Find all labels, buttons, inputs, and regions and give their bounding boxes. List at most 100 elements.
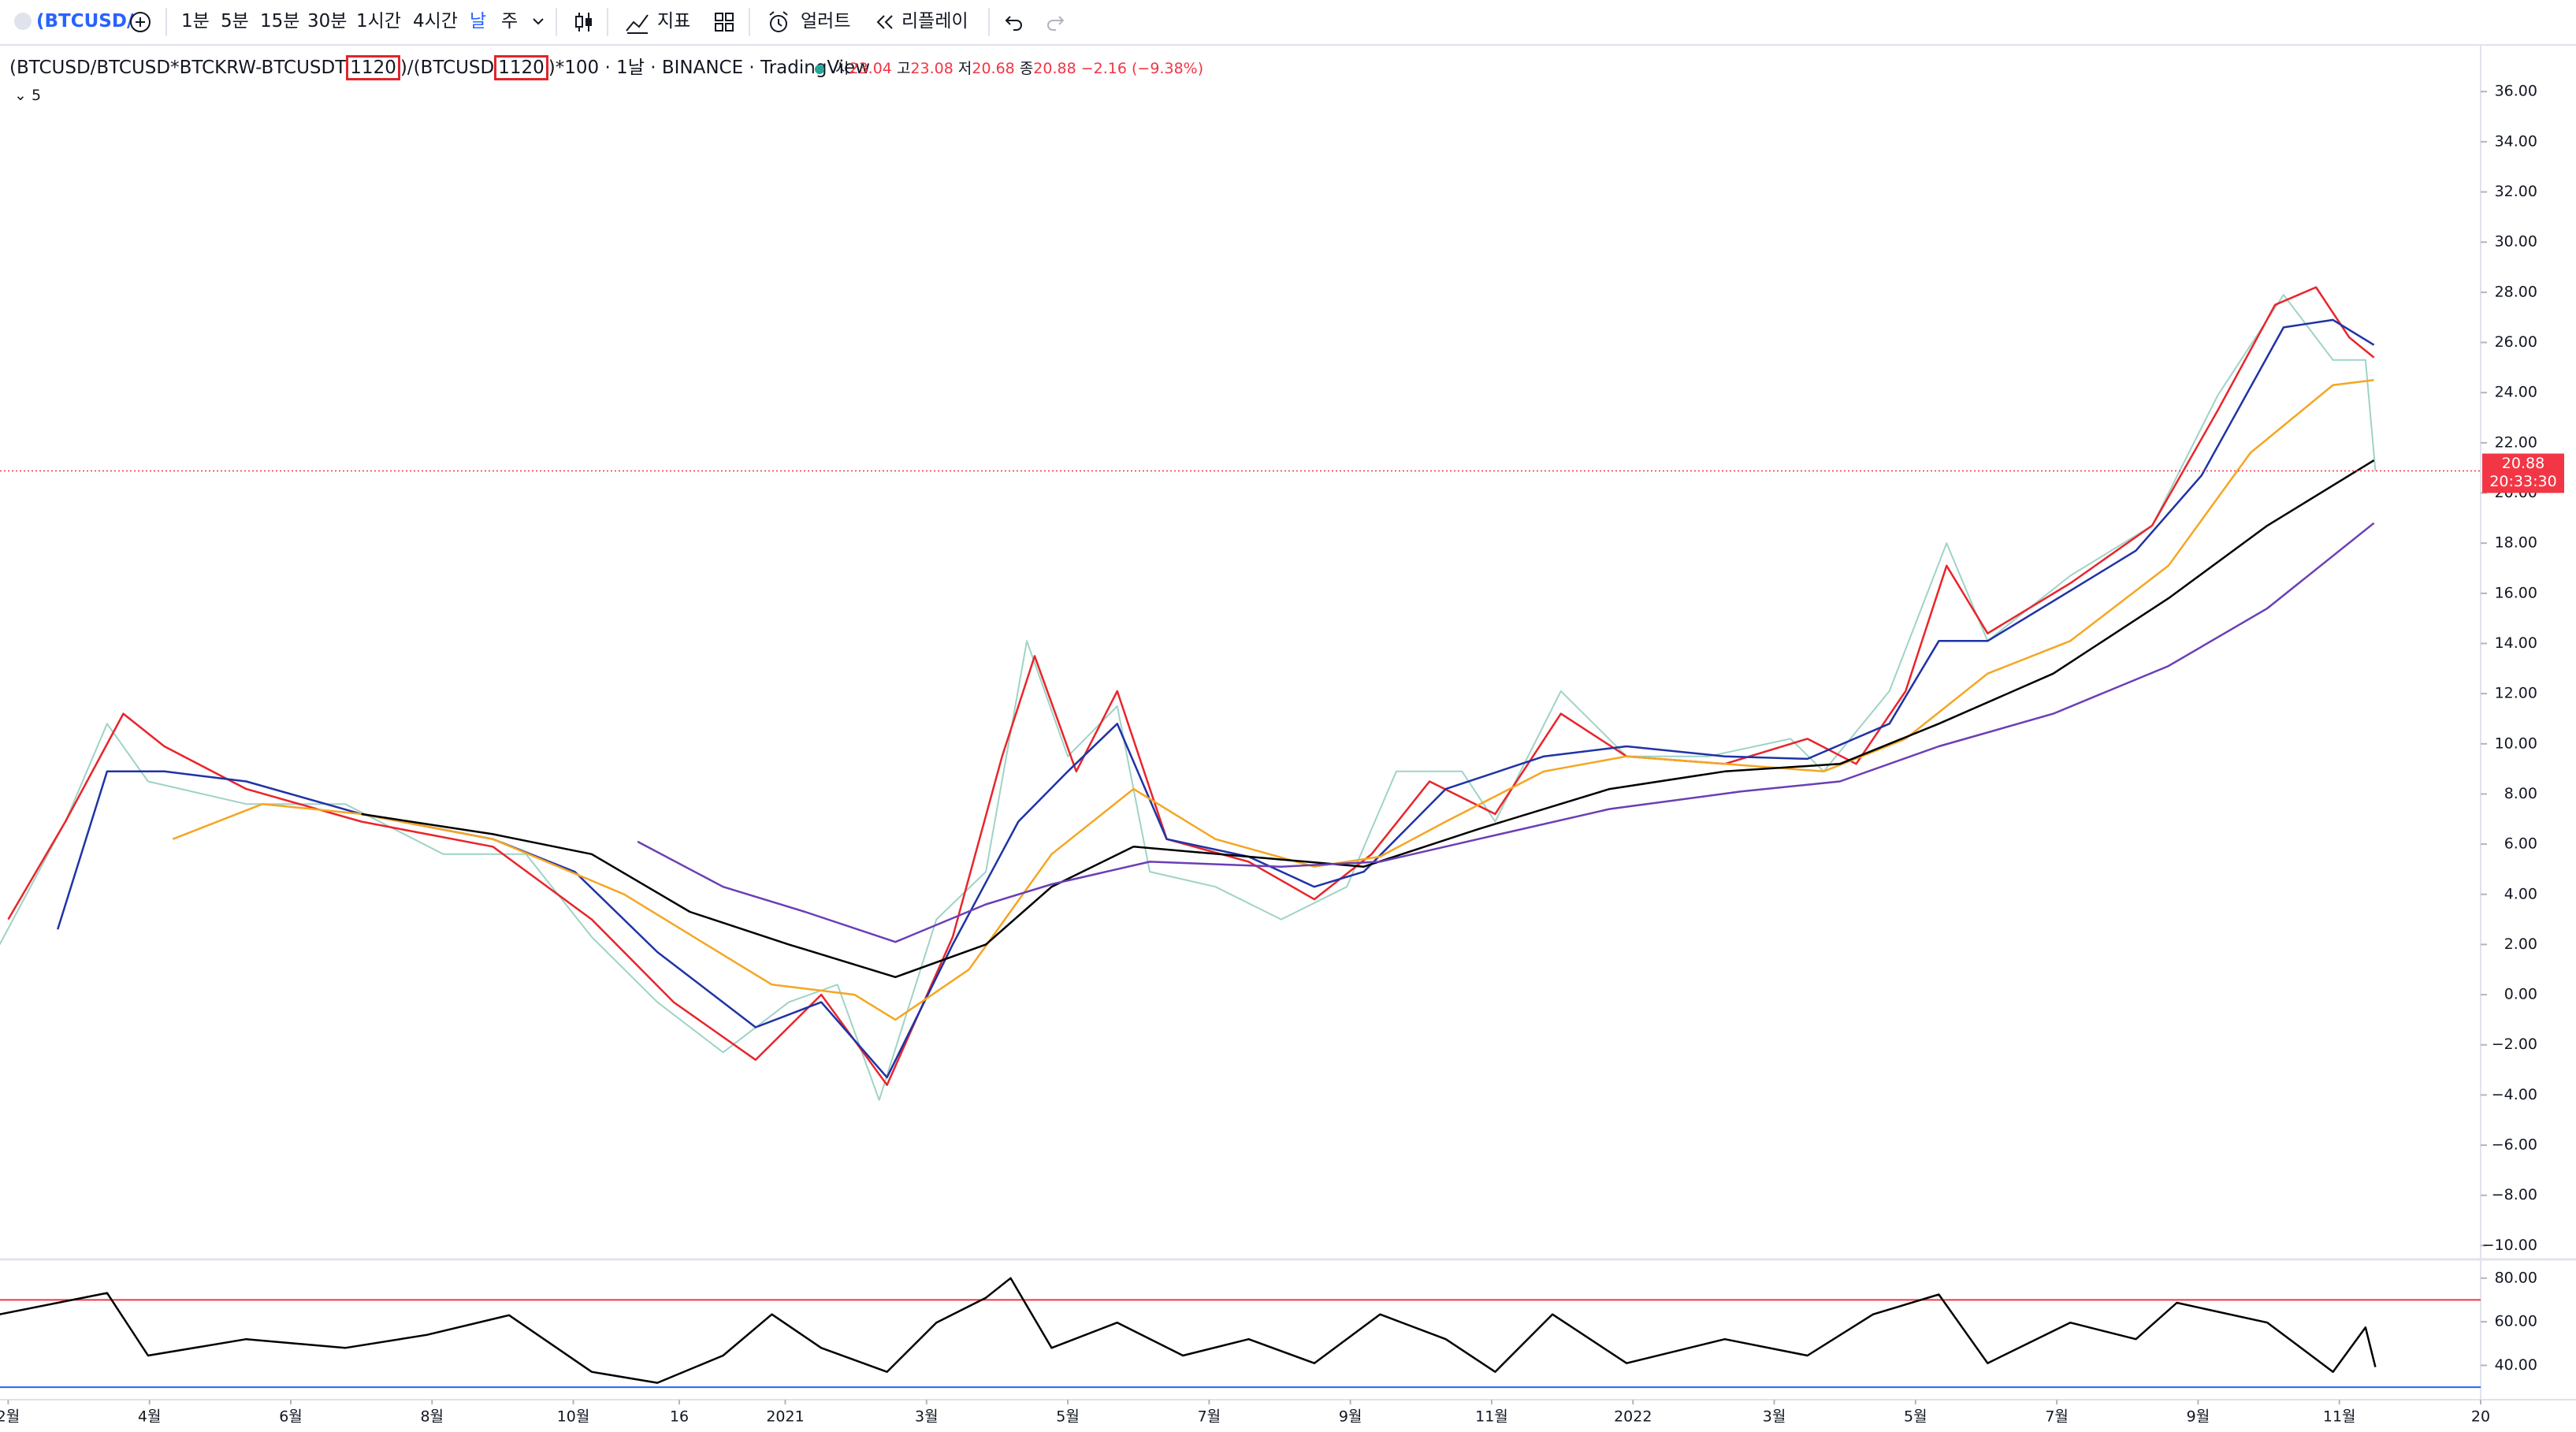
y-tick-label: 34.00 xyxy=(2495,132,2537,150)
legend-highlight: 1120 xyxy=(346,55,400,80)
y-tick-label: 36.00 xyxy=(2495,83,2537,100)
open-label: 시 xyxy=(835,60,849,77)
x-tick-label: 7월 xyxy=(2045,1408,2069,1426)
y-tick-label: −10.00 xyxy=(2482,1237,2537,1254)
y-tick-label: 32.00 xyxy=(2495,183,2537,200)
chart-style[interactable] xyxy=(572,9,596,35)
y-tick-label: 22.00 xyxy=(2495,433,2537,451)
x-tick-label: 16 xyxy=(670,1408,689,1426)
y-tick-label: 30.00 xyxy=(2495,233,2537,251)
separator xyxy=(749,8,750,36)
y-tick-label: 12.00 xyxy=(2495,685,2537,702)
y-tick-label: 60.00 xyxy=(2495,1313,2537,1330)
x-tick-label: 2021 xyxy=(766,1408,804,1426)
symbol[interactable]: (BTCUSD/ xyxy=(36,11,134,32)
y-tick-label: −6.00 xyxy=(2492,1136,2537,1154)
separator xyxy=(556,8,557,36)
interval-menu[interactable] xyxy=(530,9,547,33)
separator xyxy=(988,8,990,36)
y-tick-label: 26.00 xyxy=(2495,333,2537,351)
x-tick-label: 11월 xyxy=(1475,1408,1508,1426)
interval[interactable]: 15분 xyxy=(260,11,300,32)
series-line xyxy=(172,379,2374,1021)
low-label: 저 xyxy=(957,60,972,77)
x-tick-label: 4월 xyxy=(138,1408,162,1426)
interval[interactable]: 1시간 xyxy=(356,11,401,32)
x-tick-label: 11월 xyxy=(2323,1408,2356,1426)
high: 23.08 xyxy=(910,60,953,77)
y-tick-label: −8.00 xyxy=(2492,1186,2537,1203)
y-tick-label: −4.00 xyxy=(2492,1086,2537,1103)
layout-icon[interactable] xyxy=(712,9,736,35)
y-tick-label: 10.00 xyxy=(2495,735,2537,752)
y-tick-label: −2.00 xyxy=(2492,1036,2537,1053)
interval[interactable]: 날 xyxy=(470,11,487,32)
replay-icon[interactable] xyxy=(872,9,897,35)
close: 20.88 xyxy=(1033,60,1076,77)
series-line xyxy=(361,459,2375,979)
separator xyxy=(607,8,608,36)
alert[interactable]: 얼러트 xyxy=(801,11,851,32)
x-tick-label: 3월 xyxy=(1763,1408,1786,1426)
x-tick-label: 8월 xyxy=(420,1408,444,1426)
x-tick-label: 10월 xyxy=(557,1408,590,1426)
indicators-icon[interactable] xyxy=(624,9,651,35)
interval[interactable]: 5분 xyxy=(221,11,249,32)
separator xyxy=(165,8,167,36)
legend-text: (BTCUSD/BTCUSD*BTCKRW-BTCUSDT xyxy=(9,58,347,78)
x-tick-label: 9월 xyxy=(2187,1408,2210,1426)
high-label: 고 xyxy=(896,60,911,77)
y-tick-label: 40.00 xyxy=(2495,1356,2537,1374)
alert-icon[interactable] xyxy=(766,9,791,35)
x-tick-label: 20 xyxy=(2471,1408,2490,1426)
x-tick-label: 9월 xyxy=(1339,1408,1362,1426)
series-line xyxy=(57,318,2375,1079)
status-dot xyxy=(815,65,824,74)
undo[interactable] xyxy=(1001,9,1024,35)
x-tick-label: 7월 xyxy=(1198,1408,1221,1426)
replay[interactable]: 리플레이 xyxy=(901,11,968,32)
x-tick-label: 5월 xyxy=(1056,1408,1080,1426)
redo[interactable] xyxy=(1045,9,1069,35)
series-line xyxy=(7,286,2375,1086)
last-price-box xyxy=(2482,453,2564,493)
x-tick-label: 2022 xyxy=(1614,1408,1652,1426)
interval[interactable]: 4시간 xyxy=(413,11,458,32)
y-tick-label: 16.00 xyxy=(2495,584,2537,601)
toolbar: (BTCUSD/ 1분 5분 15분 30분 1시간 4시간 날 주 지표 얼러… xyxy=(0,0,2576,46)
low: 20.68 xyxy=(972,60,1015,77)
x-tick-label: 3월 xyxy=(915,1408,939,1426)
series-line xyxy=(0,1277,2377,1384)
y-tick-label: 6.00 xyxy=(2504,835,2537,853)
y-tick-label: 28.00 xyxy=(2495,283,2537,300)
x-tick-label: 2월 xyxy=(0,1408,20,1426)
last-price-label: 20.88 xyxy=(2502,455,2544,472)
indicator-count: 5 xyxy=(31,87,42,104)
y-tick-label: 24.00 xyxy=(2495,384,2537,401)
ohlc: 시23.04 고23.08 저20.68 종20.88 −2.16 (−9.38… xyxy=(835,58,1203,79)
y-tick-label: 18.00 xyxy=(2495,534,2537,552)
indicators[interactable]: 지표 xyxy=(657,11,691,32)
y-tick-label: 4.00 xyxy=(2504,885,2537,902)
legend-highlight: 1120 xyxy=(494,55,548,80)
interval[interactable]: 1분 xyxy=(181,11,210,32)
y-tick-label: 8.00 xyxy=(2504,785,2537,802)
indicator-toggle[interactable]: ⌄ 5 xyxy=(14,87,42,104)
x-tick-label: 5월 xyxy=(1904,1408,1927,1426)
y-tick-label: 0.00 xyxy=(2504,986,2537,1003)
legend-text: )/(BTCUSD xyxy=(400,58,495,78)
legend: (BTCUSD/BTCUSD*BTCKRW-BTCUSDT 1120)/(BTCU… xyxy=(9,55,870,80)
series-line xyxy=(637,522,2375,943)
add-symbol[interactable] xyxy=(128,9,153,35)
interval[interactable]: 주 xyxy=(501,11,519,32)
series-line xyxy=(0,294,2377,1101)
x-tick-label: 6월 xyxy=(279,1408,303,1426)
symbol-icon xyxy=(14,13,32,30)
y-tick-label: 2.00 xyxy=(2504,935,2537,953)
countdown-label: 20:33:30 xyxy=(2489,473,2556,490)
change: −2.16 (−9.38%) xyxy=(1080,60,1204,77)
y-tick-label: 14.00 xyxy=(2495,634,2537,652)
interval[interactable]: 30분 xyxy=(307,11,348,32)
